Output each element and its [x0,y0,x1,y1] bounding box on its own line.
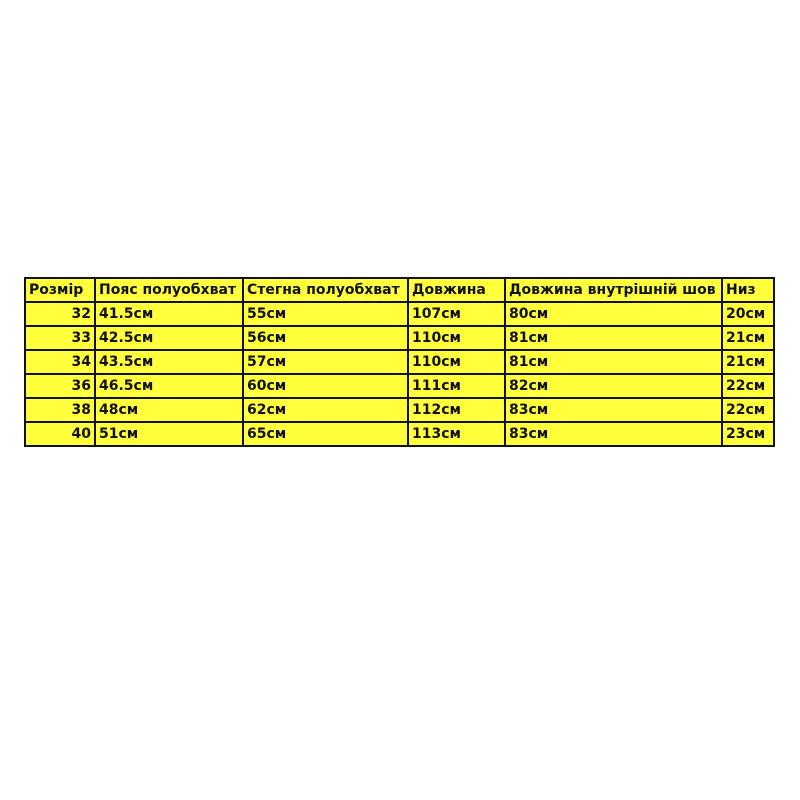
cell: 110см [407,325,506,351]
cell: 40 [24,421,96,447]
cell: 56см [242,325,409,351]
cell: 80см [504,301,723,327]
cell: 22см [721,397,775,423]
cell: 107см [407,301,506,327]
cell: 111см [407,373,506,399]
data-row: 36 46.5см 60см 111см 82см 22см [24,373,775,399]
cell: 113см [407,421,506,447]
cell: 62см [242,397,409,423]
cell: 57см [242,349,409,375]
cell: 81см [504,325,723,351]
cell: 21см [721,325,775,351]
data-row: 33 42.5см 56см 110см 81см 21см [24,325,775,351]
cell: 55см [242,301,409,327]
data-row: 32 41.5см 55см 107см 80см 20см [24,301,775,327]
data-row: 34 43.5см 57см 110см 81см 21см [24,349,775,375]
header-row: Розмір Пояс полуобхват Стегна полуобхват До… [24,277,775,303]
data-row: 38 48см 62см 112см 83см 22см [24,397,775,423]
cell: 65см [242,421,409,447]
cell: 20см [721,301,775,327]
cell: 83см [504,397,723,423]
table-body: Розмір Пояс полуобхват Стегна полуобхват До… [24,277,775,447]
header-cell: Низ [721,277,775,303]
cell: 21см [721,349,775,375]
cell: 51см [94,421,244,447]
cell: 82см [504,373,723,399]
header-cell: Пояс полуобхват [94,277,244,303]
cell: 112см [407,397,506,423]
data-row: 40 51см 65см 113см 83см 23см [24,421,775,447]
header-cell: Довжина [407,277,506,303]
cell: 36 [24,373,96,399]
cell: 48см [94,397,244,423]
cell: 42.5см [94,325,244,351]
header-cell: Довжина внутрішній шов [504,277,723,303]
header-cell: Розмір [24,277,96,303]
cell: 38 [24,397,96,423]
cell: 33 [24,325,96,351]
cell: 34 [24,349,96,375]
cell: 43.5см [94,349,244,375]
size-table: Розмір Пояс полуобхват Стегна полуобхват До… [24,277,775,447]
cell: 22см [721,373,775,399]
cell: 81см [504,349,723,375]
cell: 83см [504,421,723,447]
cell: 60см [242,373,409,399]
cell: 46.5см [94,373,244,399]
cell: 23см [721,421,775,447]
cell: 32 [24,301,96,327]
header-cell: Стегна полуобхват [242,277,409,303]
cell: 41.5см [94,301,244,327]
cell: 110см [407,349,506,375]
